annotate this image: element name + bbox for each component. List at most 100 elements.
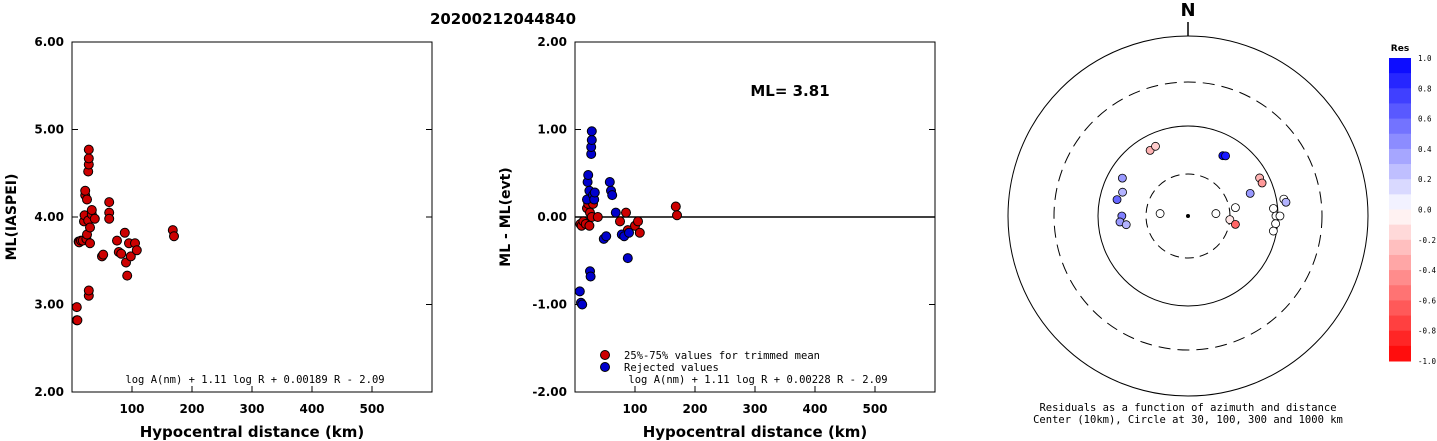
p1-ytick-label: 4.00 [34,210,64,224]
p2-xtick-label: 100 [622,402,647,416]
p1-ytick-label: 3.00 [34,298,64,312]
panel2-ylabel: ML - ML(evt) [498,167,514,266]
colorbar-cell [1389,103,1411,120]
station-marker [1268,226,1278,236]
colorbar-cell [1389,300,1411,317]
station-marker [1117,173,1127,183]
panel1-xlabel: Hypocentral distance (km) [140,423,365,441]
p2-xtick-label: 300 [742,402,767,416]
p1-xtick-label: 400 [299,402,324,416]
p1-point [85,238,95,249]
p1-xtick-label: 500 [359,402,384,416]
polar-caption-line2: Center (10km), Circle at 30, 100, 300 an… [1033,414,1343,426]
p1-xtick-label: 200 [179,402,204,416]
p2-point [586,135,597,145]
colorbar-tick-label: 0.2 [1418,175,1432,184]
colorbar-cell [1389,73,1411,89]
p1-point [104,213,115,224]
station-marker [1245,188,1255,198]
p1-point [116,248,127,259]
station-marker [1118,187,1127,197]
p2-point [589,187,600,198]
ml-vs-distance-panel: 2.00 3.00 4.00 5.00 6.00 100 200 300 400 500 ML(… [4,35,433,441]
colorbar-cell [1389,224,1411,241]
p2-point [670,201,681,212]
p1-xtick-label: 100 [119,402,144,416]
p2-point [604,177,615,187]
colorbar-tick-label: -0.6 [1418,296,1437,305]
colorbar-tick-label: -1.0 [1418,357,1437,366]
p2-point [574,286,585,297]
p2-point [633,216,643,227]
colorbar-cell [1389,88,1411,104]
colorbar-cell [1389,330,1411,347]
p2-point [592,212,603,222]
colorbar-cell [1389,58,1411,74]
station-marker [1225,215,1235,225]
station-marker [1231,219,1240,229]
p1-point [131,245,142,256]
colorbar-cell [1389,179,1411,195]
p2-xtick-label: 400 [802,402,827,416]
colorbar-cell [1389,118,1411,135]
p1-point [83,144,94,155]
colorbar-cell [1389,315,1411,332]
colorbar-title: Res [1391,44,1409,54]
colorbar-cell [1389,254,1411,271]
p2-point [577,299,588,310]
p1-point [104,197,115,208]
p1-point [85,222,95,233]
panel2-formula: log A(nm) + 1.11 log R + 0.00228 R - 2.0… [628,374,887,386]
p2-ytick-label: -2.00 [532,385,567,399]
colorbar-tick-label: 0.0 [1418,206,1432,215]
p1-point [82,194,92,205]
station-marker [1271,219,1281,229]
station-marker [1112,195,1122,205]
polar-caption-line1: Residuals as a function of azimuth and d… [1039,402,1336,414]
p1-xtick-label: 300 [239,402,264,416]
colorbar-cell [1389,148,1411,165]
panel1-frame [71,41,433,393]
station-marker [1211,209,1221,218]
p2-point [601,231,612,242]
p1-point [83,285,94,296]
p2-point [624,227,634,238]
p2-point [610,207,621,218]
p2-point [585,271,596,282]
azimuth-residual-panel: N Residuals as a function of azimuth and… [1007,0,1369,426]
ring-300km [1053,81,1323,351]
station-marker [1155,209,1165,218]
station-marker [1121,220,1131,230]
panel1-ylabel: ML(IASPEI) [4,174,20,261]
epicenter-marker [1186,214,1190,218]
colorbar-tick-label: 0.8 [1418,84,1432,93]
p2-point [622,253,633,264]
p2-point [583,170,594,180]
p2-xtick-label: 200 [682,402,707,416]
colorbar-cell [1389,345,1411,362]
p1-point [122,270,133,281]
p1-point [125,251,136,262]
p2-point [584,220,595,231]
legend-rejected-label: Rejected values [624,362,719,374]
p1-ytick-label: 2.00 [34,385,64,399]
station-marker [1221,151,1230,161]
colorbar-tick-label: -0.8 [1418,327,1437,336]
panel1-formula: log A(nm) + 1.11 log R + 0.00189 R - 2.0… [125,374,384,386]
event-title: 20200212044840 [430,10,576,28]
p2-point [672,210,682,221]
colorbar-cell [1389,164,1411,180]
p1-point [112,235,122,246]
ml-annotation: ML= 3.81 [750,82,829,100]
p2-ytick-label: -1.00 [532,298,567,312]
p2-point [586,126,597,137]
colorbar-tick-label: 1.0 [1418,54,1432,63]
p2-point [634,227,645,238]
colorbar-tick-label: -0.4 [1418,266,1437,275]
residual-colorbar: Res 1.0 0.8 0.6 0.4 0.2 0.0 -0.2 -0.4 -0.6 -0.8 -1… [1389,44,1437,366]
station-marker [1257,178,1267,188]
north-label: N [1180,0,1195,21]
p2-point [615,216,625,227]
station-marker [1151,141,1160,151]
legend-rejected-marker [600,362,610,372]
